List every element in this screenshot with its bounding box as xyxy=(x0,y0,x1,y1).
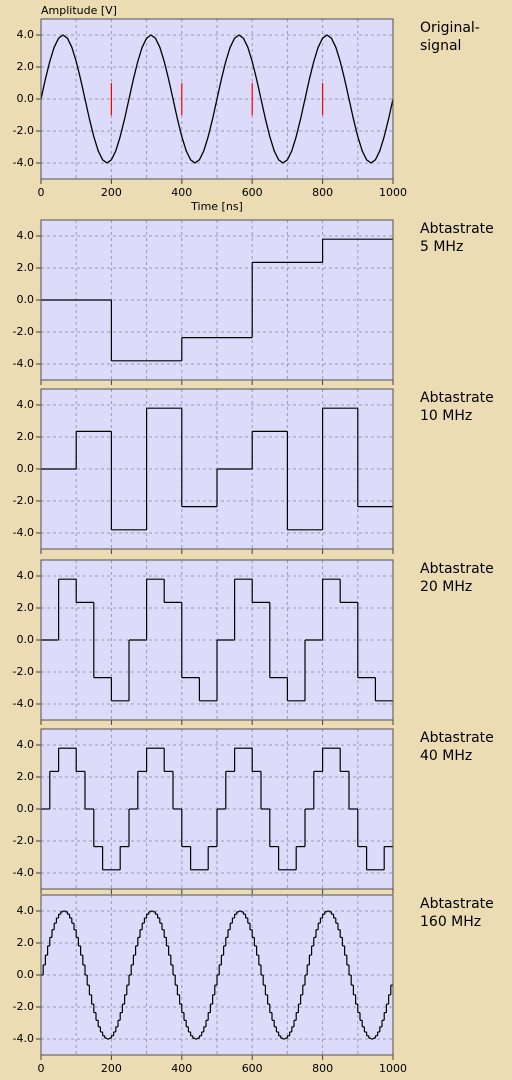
y-tick-label: 0.0 xyxy=(17,968,35,981)
y-axis-label: Amplitude [V] xyxy=(41,4,117,17)
x-tick-label: 800 xyxy=(312,186,333,199)
y-tick-label: 4.0 xyxy=(17,738,35,751)
panel-label: Abtastrate xyxy=(420,896,494,912)
y-tick-label: -2.0 xyxy=(13,494,34,507)
y-tick-label: -2.0 xyxy=(13,124,34,137)
y-tick-label: 2.0 xyxy=(17,770,35,783)
x-tick-label: 0 xyxy=(38,1062,45,1075)
y-tick-label: 4.0 xyxy=(17,904,35,917)
x-tick-label: 800 xyxy=(312,1062,333,1075)
y-tick-label: 2.0 xyxy=(17,60,35,73)
panel-label: 5 MHz xyxy=(420,239,463,255)
panel-label: Abtastrate xyxy=(420,390,494,406)
y-tick-label: -2.0 xyxy=(13,325,34,338)
plot-border xyxy=(40,894,394,1056)
y-tick-label: -4.0 xyxy=(13,697,34,710)
x-tick-label: 600 xyxy=(242,186,263,199)
y-tick-label: -4.0 xyxy=(13,156,34,169)
y-tick-label: 0.0 xyxy=(17,92,35,105)
panel-label: signal xyxy=(420,38,461,54)
y-tick-label: -4.0 xyxy=(13,866,34,879)
panel-label: Abtastrate xyxy=(420,561,494,577)
y-tick-label: 4.0 xyxy=(17,398,35,411)
plot-border xyxy=(40,219,394,381)
y-tick-label: 0.0 xyxy=(17,293,35,306)
y-tick-label: -2.0 xyxy=(13,665,34,678)
panel-label: 10 MHz xyxy=(420,408,472,424)
x-tick-label: 1000 xyxy=(379,1062,407,1075)
y-tick-label: 2.0 xyxy=(17,430,35,443)
panel-label: Abtastrate xyxy=(420,221,494,237)
y-tick-label: -4.0 xyxy=(13,1032,34,1045)
x-tick-label: 1000 xyxy=(379,186,407,199)
signal-line xyxy=(40,34,394,164)
x-tick-label: 200 xyxy=(101,186,122,199)
x-tick-label: 400 xyxy=(171,186,192,199)
y-tick-label: 2.0 xyxy=(17,936,35,949)
y-tick-label: 0.0 xyxy=(17,802,35,815)
y-tick-label: -2.0 xyxy=(13,1000,34,1013)
plot-border xyxy=(40,18,394,180)
panel-label: 20 MHz xyxy=(420,579,472,595)
x-tick-label: 0 xyxy=(38,186,45,199)
panel-label: 160 MHz xyxy=(420,914,481,930)
y-tick-label: 2.0 xyxy=(17,601,35,614)
x-tick-label: 600 xyxy=(242,1062,263,1075)
panel-label: Original- xyxy=(420,20,480,36)
y-tick-label: 2.0 xyxy=(17,261,35,274)
y-tick-label: 4.0 xyxy=(17,569,35,582)
y-tick-label: -4.0 xyxy=(13,357,34,370)
plot-border xyxy=(40,388,394,550)
plot-border xyxy=(40,728,394,890)
y-tick-label: -4.0 xyxy=(13,526,34,539)
plot-border xyxy=(40,559,394,721)
panel-label: Abtastrate xyxy=(420,730,494,746)
panel-label: 40 MHz xyxy=(420,748,472,764)
y-tick-label: 0.0 xyxy=(17,462,35,475)
y-tick-label: 4.0 xyxy=(17,28,35,41)
x-tick-label: 400 xyxy=(171,1062,192,1075)
y-tick-label: 4.0 xyxy=(17,229,35,242)
y-tick-label: 0.0 xyxy=(17,633,35,646)
y-tick-label: -2.0 xyxy=(13,834,34,847)
x-axis-label: Time [ns] xyxy=(190,200,243,213)
x-tick-label: 200 xyxy=(101,1062,122,1075)
